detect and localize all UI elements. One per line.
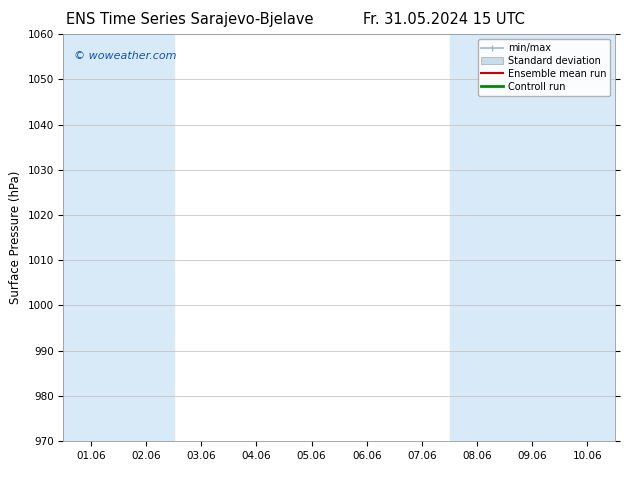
Bar [63, 34, 174, 441]
Y-axis label: Surface Pressure (hPa): Surface Pressure (hPa) [9, 171, 22, 304]
Legend: min/max, Standard deviation, Ensemble mean run, Controll run: min/max, Standard deviation, Ensemble me… [477, 39, 610, 96]
Text: Fr. 31.05.2024 15 UTC: Fr. 31.05.2024 15 UTC [363, 12, 525, 27]
Bar [560, 34, 615, 441]
Bar [450, 34, 560, 441]
Text: © woweather.com: © woweather.com [74, 50, 177, 61]
Text: ENS Time Series Sarajevo-Bjelave: ENS Time Series Sarajevo-Bjelave [67, 12, 314, 27]
